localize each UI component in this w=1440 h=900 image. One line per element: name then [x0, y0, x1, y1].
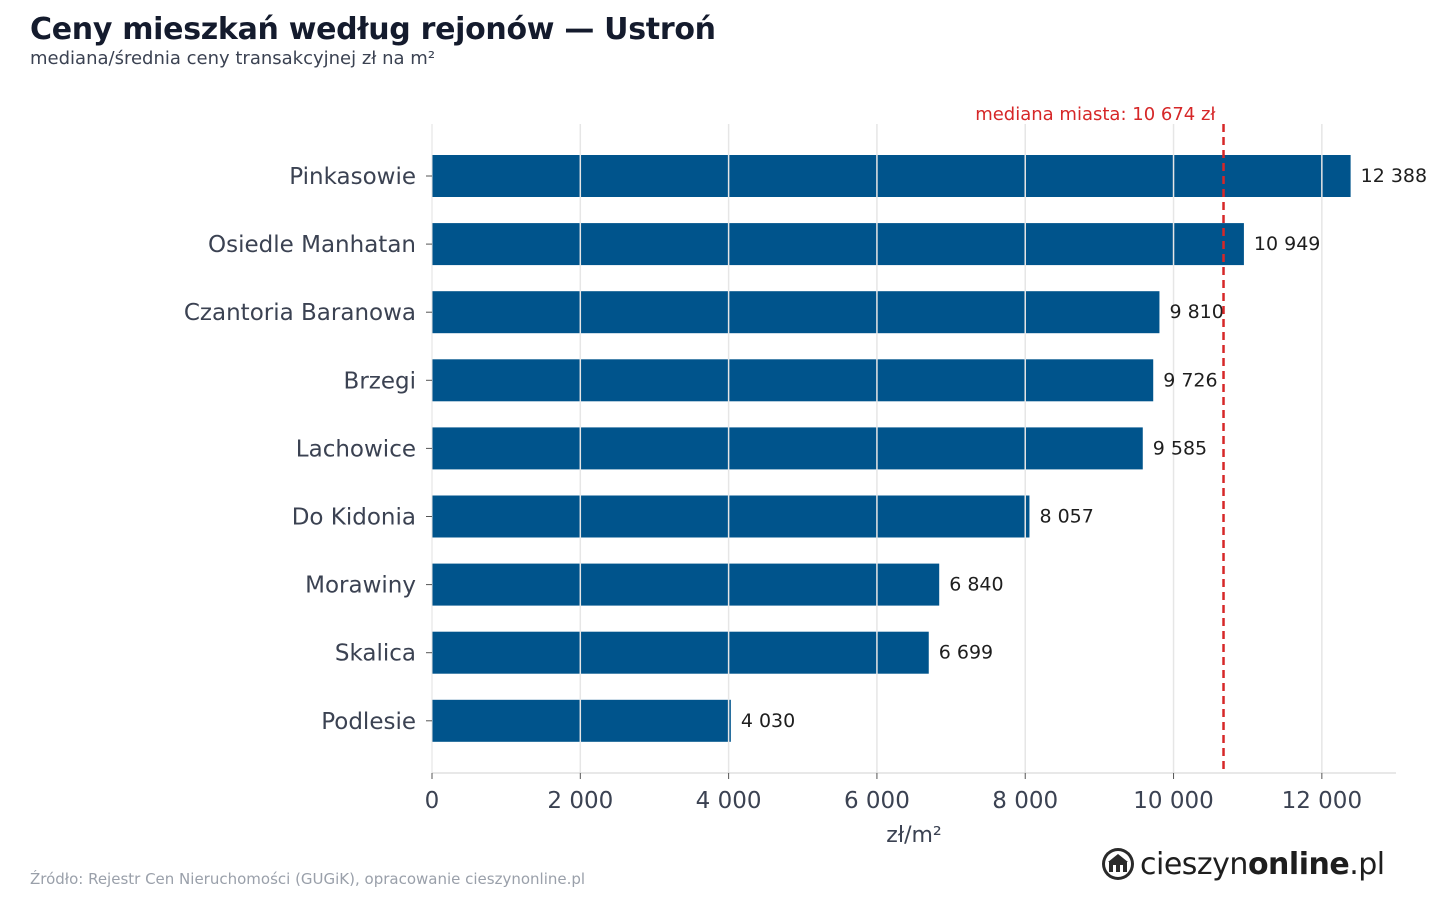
category-label: Brzegi: [344, 368, 416, 394]
bar: [432, 427, 1143, 470]
value-label: 8 057: [1039, 506, 1093, 528]
bar: [432, 631, 929, 674]
category-label: Skalica: [335, 641, 416, 667]
bar: [432, 495, 1030, 538]
chart-subtitle: mediana/średnia ceny transakcyjnej zł na…: [30, 48, 436, 69]
bar: [432, 223, 1244, 266]
x-tick-label: 6 000: [844, 788, 910, 814]
bar: [432, 359, 1154, 402]
bar: [432, 699, 731, 742]
bar: [432, 155, 1351, 197]
cieszyn-logo-icon: [1102, 848, 1134, 880]
category-label: Lachowice: [296, 436, 416, 462]
source-note: Źródło: Rejestr Cen Nieruchomości (GUGiK…: [30, 870, 586, 888]
x-tick-label: 0: [425, 788, 440, 814]
value-label: 10 949: [1254, 233, 1320, 255]
value-label: 6 840: [949, 574, 1003, 596]
value-label: 6 699: [939, 642, 993, 664]
bar: [432, 563, 940, 606]
x-tick-label: 4 000: [696, 788, 762, 814]
category-label: Czantoria Baranowa: [184, 300, 416, 326]
chart-title: Ceny mieszkań według rejonów — Ustroń: [30, 12, 716, 47]
value-label: 4 030: [741, 710, 795, 732]
x-tick-label: 8 000: [992, 788, 1058, 814]
category-label: Do Kidonia: [292, 505, 416, 531]
x-axis-title: zł/m²: [886, 823, 941, 848]
value-label: 9 585: [1153, 437, 1207, 459]
x-tick-label: 10 000: [1133, 788, 1213, 814]
brand-logo[interactable]: cieszynonline.pl: [1100, 846, 1385, 882]
x-tick-label: 12 000: [1282, 788, 1362, 814]
value-label: 9 726: [1163, 369, 1217, 391]
value-label: 12 388: [1361, 165, 1427, 187]
median-reference-label: mediana miasta: 10 674 zł: [975, 104, 1216, 125]
brand-name: cieszynonline.pl: [1140, 846, 1385, 882]
x-tick-label: 2 000: [547, 788, 613, 814]
category-label: Pinkasowie: [289, 164, 416, 190]
bar: [432, 291, 1160, 334]
category-label: Osiedle Manhatan: [208, 232, 416, 258]
value-label: 9 810: [1169, 301, 1223, 323]
category-label: Morawiny: [305, 573, 416, 599]
category-label: Podlesie: [321, 709, 416, 735]
